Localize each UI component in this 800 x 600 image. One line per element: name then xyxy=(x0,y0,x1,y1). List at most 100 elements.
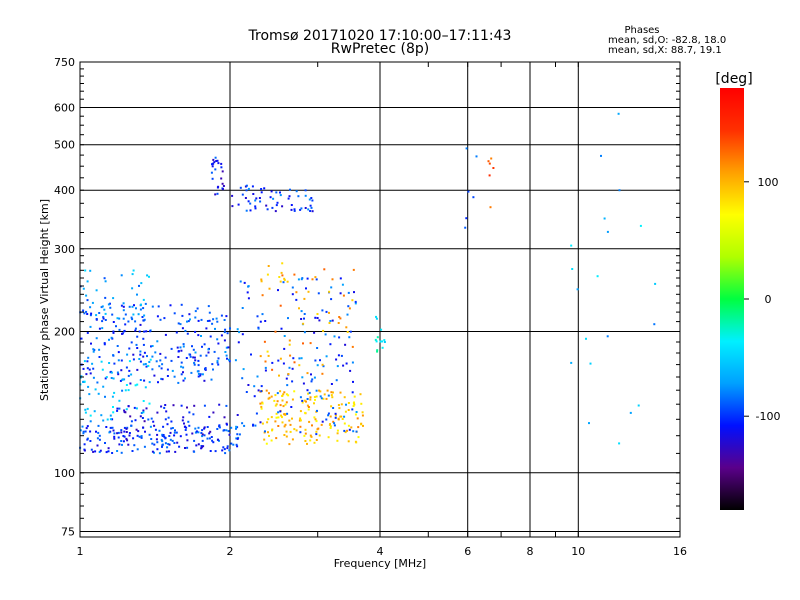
data-point xyxy=(247,187,250,190)
data-point xyxy=(286,280,289,283)
data-point xyxy=(303,313,306,315)
data-point xyxy=(143,379,146,382)
data-point xyxy=(142,319,145,322)
data-point xyxy=(140,303,142,306)
data-point xyxy=(197,431,200,434)
data-point xyxy=(360,422,363,425)
data-point xyxy=(318,319,321,322)
data-point xyxy=(279,194,282,197)
data-point xyxy=(120,429,123,432)
data-point xyxy=(122,435,125,437)
data-point xyxy=(134,327,137,330)
data-point xyxy=(251,185,254,188)
colorbar-unit-label: [deg] xyxy=(715,71,752,87)
data-point xyxy=(110,377,113,379)
data-point xyxy=(116,432,119,435)
data-point xyxy=(86,331,89,334)
data-point xyxy=(177,322,180,325)
data-point xyxy=(271,368,274,371)
data-point xyxy=(86,280,89,283)
data-point xyxy=(316,428,319,431)
data-point xyxy=(195,430,198,433)
data-point xyxy=(254,199,257,202)
data-point xyxy=(275,191,278,194)
data-point xyxy=(293,208,296,211)
data-point xyxy=(278,374,280,377)
data-point xyxy=(301,401,304,404)
data-point xyxy=(188,313,191,316)
data-point xyxy=(231,194,234,197)
data-point xyxy=(322,365,325,368)
data-point xyxy=(313,441,316,444)
data-point xyxy=(314,276,317,279)
data-point xyxy=(235,427,237,430)
data-point xyxy=(282,362,285,365)
data-point xyxy=(84,411,87,414)
data-point xyxy=(298,357,301,360)
data-point xyxy=(139,415,142,418)
data-point xyxy=(142,426,145,429)
data-point xyxy=(295,291,298,294)
data-point xyxy=(146,355,148,358)
colorbar-tick-label: 0 xyxy=(765,293,772,306)
data-point xyxy=(270,416,273,419)
data-point xyxy=(120,440,123,442)
data-point xyxy=(321,363,324,366)
data-point xyxy=(250,353,252,356)
data-point xyxy=(117,351,120,354)
data-point xyxy=(247,285,250,288)
data-point xyxy=(275,403,278,406)
data-point xyxy=(288,419,291,422)
data-point xyxy=(220,162,223,165)
data-point xyxy=(102,419,105,422)
data-point xyxy=(181,419,184,422)
data-point xyxy=(234,359,237,362)
data-point xyxy=(334,414,337,417)
data-point xyxy=(164,404,167,406)
data-point xyxy=(281,399,284,402)
data-point xyxy=(263,438,266,441)
data-point xyxy=(92,350,95,353)
data-point xyxy=(299,425,302,428)
data-point xyxy=(246,291,249,294)
data-point xyxy=(139,360,142,363)
data-point xyxy=(103,308,106,311)
data-point xyxy=(147,364,150,367)
data-point xyxy=(206,320,209,322)
data-point xyxy=(199,373,202,376)
data-point xyxy=(132,269,135,272)
data-point xyxy=(274,394,277,397)
data-point xyxy=(337,404,340,406)
data-point xyxy=(112,429,115,432)
data-point xyxy=(110,371,113,374)
data-point xyxy=(163,435,166,438)
data-point xyxy=(226,445,229,448)
data-point xyxy=(216,338,219,341)
data-point xyxy=(165,410,168,413)
data-point xyxy=(629,411,632,414)
data-point xyxy=(201,433,204,436)
data-point xyxy=(298,364,301,367)
data-point xyxy=(348,307,351,310)
data-point xyxy=(291,380,294,383)
data-point xyxy=(320,423,323,426)
data-point xyxy=(156,315,159,318)
data-point xyxy=(280,414,283,417)
data-point xyxy=(85,373,88,376)
data-point xyxy=(139,353,142,356)
data-point xyxy=(338,316,341,318)
data-point xyxy=(193,363,196,366)
data-point xyxy=(314,418,317,421)
data-point xyxy=(319,359,321,362)
data-point xyxy=(109,306,112,309)
data-point xyxy=(316,409,318,412)
data-point xyxy=(281,416,283,419)
data-point xyxy=(97,392,100,395)
data-point xyxy=(261,313,264,316)
data-point xyxy=(274,210,277,213)
data-point xyxy=(161,435,164,437)
data-point xyxy=(117,436,120,439)
data-point xyxy=(304,189,307,192)
data-point xyxy=(315,433,318,436)
data-point xyxy=(300,318,303,320)
